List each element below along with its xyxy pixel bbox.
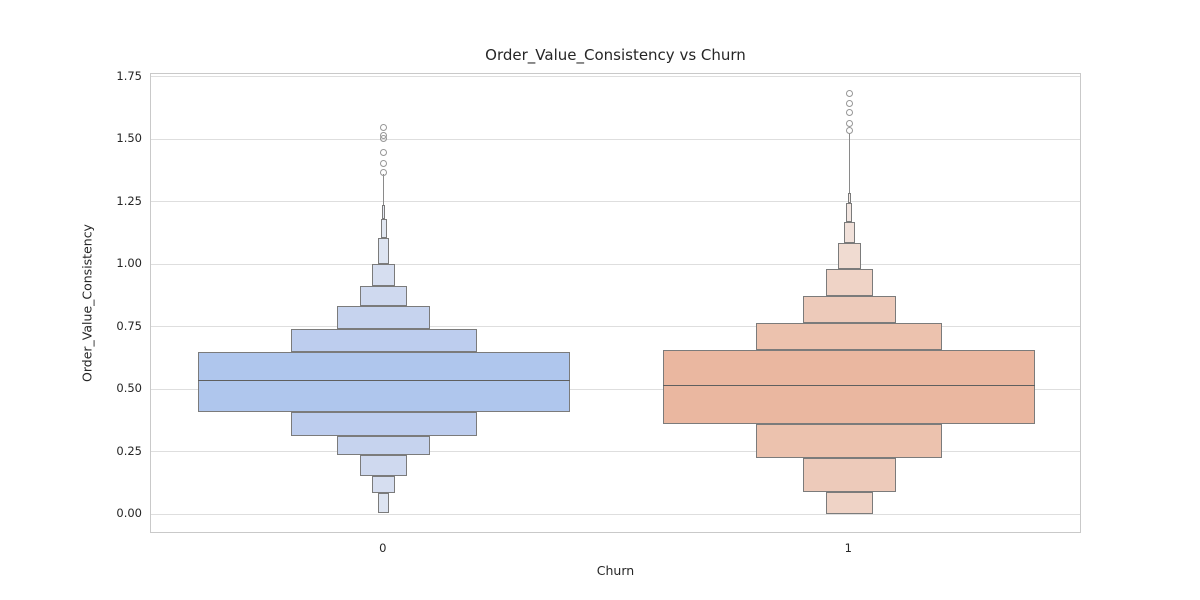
letter-value-box xyxy=(197,352,570,412)
letter-value-box xyxy=(290,328,477,352)
letter-value-box xyxy=(802,458,896,492)
letter-value-box xyxy=(843,221,855,244)
letter-value-box xyxy=(290,412,477,436)
x-tick-label: 1 xyxy=(844,541,852,555)
y-tick-label: 1.50 xyxy=(116,131,142,145)
x-tick-label: 0 xyxy=(379,541,387,555)
letter-value-box xyxy=(378,492,390,513)
outlier-point xyxy=(380,124,388,132)
letter-value-box xyxy=(663,350,1036,424)
outlier-point xyxy=(845,109,853,117)
letter-value-box xyxy=(337,436,431,456)
letter-value-box xyxy=(837,243,861,270)
whisker-line xyxy=(848,132,850,193)
letter-value-box xyxy=(847,192,851,203)
letter-value-box xyxy=(846,202,853,222)
y-tick-label: 1.75 xyxy=(116,68,142,83)
outlier-point xyxy=(380,169,388,176)
y-tick-label: 1.25 xyxy=(116,193,142,208)
letter-value-box xyxy=(378,237,390,264)
y-tick-label: 0.00 xyxy=(116,506,142,520)
y-gridline xyxy=(151,326,1080,327)
letter-value-box xyxy=(825,492,873,514)
y-gridline xyxy=(151,451,1080,452)
y-tick-label: 1.00 xyxy=(116,256,142,270)
y-tick-label: 0.25 xyxy=(116,443,142,458)
whisker-line xyxy=(383,174,385,205)
outlier-point xyxy=(380,160,388,167)
y-gridline xyxy=(151,76,1080,77)
outlier-point xyxy=(380,149,388,157)
letter-value-box xyxy=(360,455,408,476)
letter-value-box xyxy=(802,296,896,323)
chart-title: Order_Value_Consistency vs Churn xyxy=(485,46,746,64)
plot-area xyxy=(150,73,1081,533)
y-gridline xyxy=(151,388,1080,390)
letter-value-box xyxy=(756,322,943,351)
y-gridline xyxy=(151,138,1080,140)
letter-value-box xyxy=(380,218,387,238)
outlier-point xyxy=(845,90,853,98)
y-gridline xyxy=(151,201,1080,202)
letter-value-box xyxy=(360,286,408,306)
y-tick-label: 0.75 xyxy=(116,318,142,333)
letter-value-box xyxy=(756,423,943,459)
y-gridline xyxy=(151,263,1080,265)
x-axis-label: Churn xyxy=(596,563,635,578)
letter-value-box xyxy=(382,205,386,219)
letter-value-box xyxy=(825,269,873,296)
outlier-point xyxy=(845,100,853,108)
median-line xyxy=(663,385,1036,387)
outlier-point xyxy=(845,126,853,134)
letter-value-box xyxy=(372,264,396,286)
outlier-point xyxy=(380,134,388,142)
y-gridline xyxy=(151,513,1080,515)
y-axis-label: Order_Value_Consistency xyxy=(79,224,95,382)
median-line xyxy=(197,380,570,382)
letter-value-box xyxy=(337,306,431,329)
y-tick-label: 0.50 xyxy=(116,381,142,395)
letter-value-box xyxy=(372,476,396,493)
